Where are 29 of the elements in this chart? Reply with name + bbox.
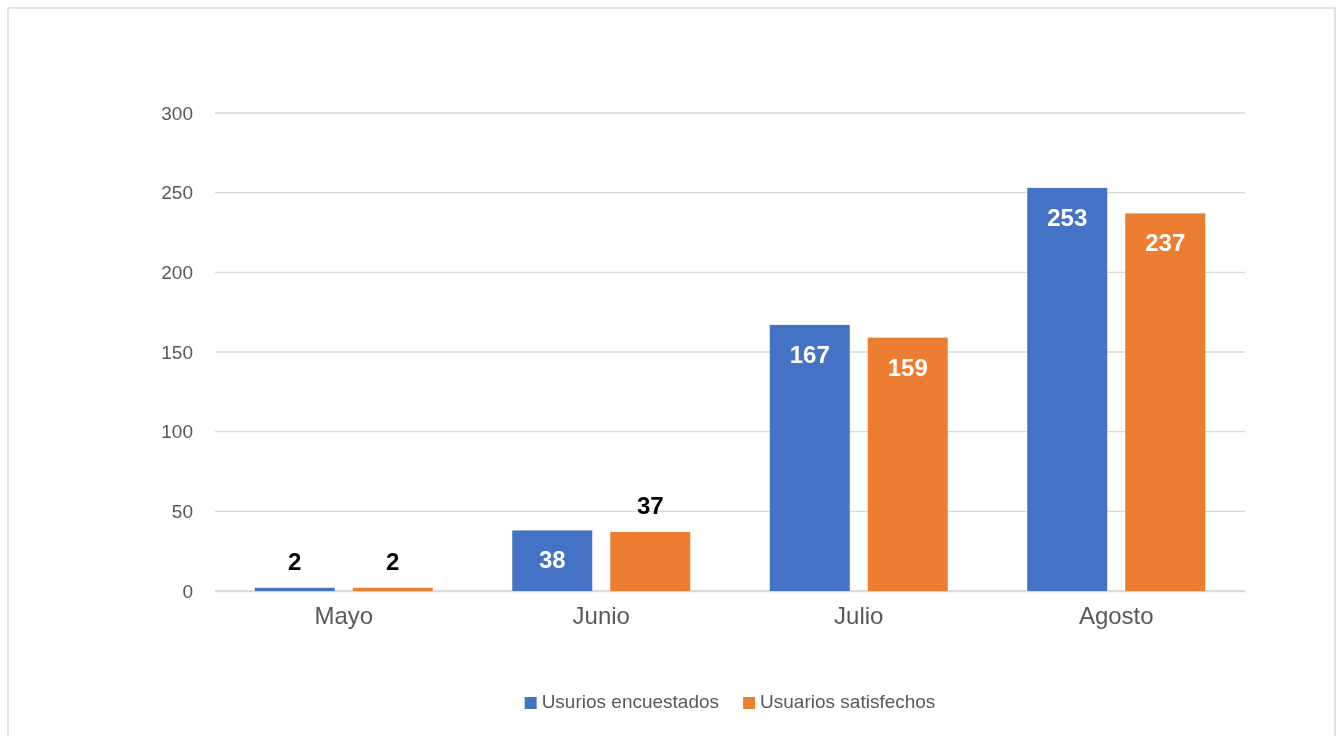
y-tick-label: 100 [161,421,193,443]
data-label: 2 [288,547,302,575]
y-tick-label: 250 [161,182,193,204]
y-tick-label: 200 [161,261,193,283]
bar [1125,213,1206,591]
bar [769,324,850,591]
x-tick-label: Junio [572,602,630,630]
legend-label: Usurios encuestados [541,691,720,712]
x-tick-label: Julio [834,602,884,630]
bar [352,587,433,591]
bar [610,532,691,591]
y-tick-label: 150 [161,341,193,363]
data-label: 2 [386,547,400,575]
bar [254,587,335,591]
x-tick-label: Agosto [1078,602,1154,630]
y-tick-label: 0 [182,580,193,602]
bar [1027,187,1108,591]
data-label: 159 [887,353,928,381]
data-label: 38 [538,546,566,574]
bar [512,530,593,591]
bar [867,337,948,591]
data-label: 237 [1145,229,1186,257]
data-label: 167 [789,340,830,368]
x-tick-label: Mayo [314,602,374,630]
data-label: 37 [636,492,664,520]
y-tick-label: 300 [161,102,193,124]
y-tick-label: 50 [171,500,193,522]
data-label: 253 [1047,203,1088,231]
legend-label: Usuarios satisfechos [760,691,936,712]
